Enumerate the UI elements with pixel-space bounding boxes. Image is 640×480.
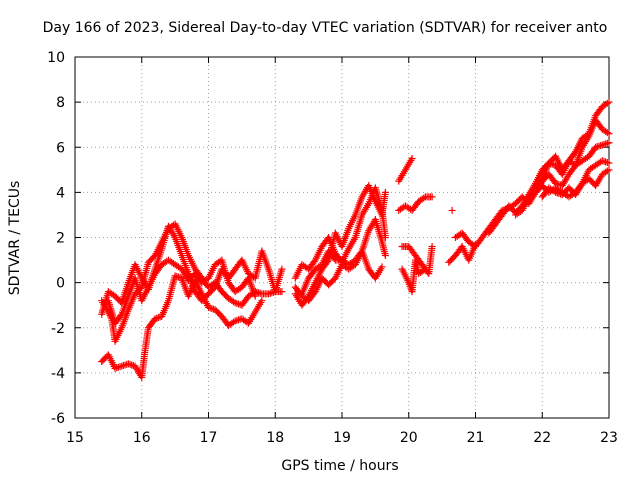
x-axis-label: GPS time / hours xyxy=(281,458,398,474)
data-point xyxy=(603,129,611,137)
x-tick-label: 15 xyxy=(66,430,84,446)
x-tick-labels: 15 16 17 18 19 20 21 22 23 xyxy=(66,430,618,446)
series-s18 xyxy=(525,116,613,205)
y-tick-label: 10 xyxy=(47,50,65,66)
y-tick-label: -4 xyxy=(51,366,65,382)
data-point xyxy=(420,266,428,274)
data-point xyxy=(117,312,125,320)
y-tick-label: -6 xyxy=(51,411,65,427)
data-point xyxy=(428,193,436,201)
series-s10 xyxy=(395,193,436,214)
series-s19 xyxy=(538,157,613,201)
x-tick-label: 18 xyxy=(266,430,284,446)
data-point xyxy=(605,98,613,106)
x-tick-label: 21 xyxy=(467,430,485,446)
x-tick-label: 17 xyxy=(200,430,218,446)
series-s12 xyxy=(398,256,429,296)
data-point xyxy=(378,263,386,271)
data-point xyxy=(408,155,416,163)
x-tick-label: 23 xyxy=(600,430,618,446)
chart-title: Day 166 of 2023, Sidereal Day-to-day VTE… xyxy=(43,20,608,36)
series-s1 xyxy=(98,272,266,381)
data-point xyxy=(278,265,286,273)
y-tick-label: 4 xyxy=(56,185,65,201)
y-tick-label: -2 xyxy=(51,321,65,337)
data-point xyxy=(605,130,613,138)
y-tick-labels: -6 -4 -2 0 2 4 6 8 10 xyxy=(47,50,65,427)
data-point xyxy=(550,187,558,195)
x-tick-label: 16 xyxy=(133,430,151,446)
data-point xyxy=(230,298,238,306)
series-s4 xyxy=(104,256,259,327)
series-s9 xyxy=(395,155,416,185)
series-s15 xyxy=(451,166,613,251)
data-marks xyxy=(98,98,613,381)
data-point xyxy=(278,288,286,296)
grid xyxy=(75,57,609,418)
data-point xyxy=(381,188,389,196)
x-tick-label: 22 xyxy=(533,430,551,446)
y-tick-label: 0 xyxy=(56,276,65,292)
data-point xyxy=(258,297,266,305)
y-tick-label: 2 xyxy=(56,231,65,247)
series-s3 xyxy=(98,222,286,318)
data-point xyxy=(605,139,613,147)
data-point xyxy=(603,167,611,175)
y-tick-label: 6 xyxy=(56,140,65,156)
data-point xyxy=(428,243,436,251)
x-tick-label: 19 xyxy=(333,430,351,446)
data-point xyxy=(605,159,613,167)
data-point xyxy=(448,206,456,214)
data-point xyxy=(381,252,389,260)
data-point xyxy=(230,318,238,326)
data-point xyxy=(603,99,611,107)
data-point xyxy=(251,292,259,300)
x-tick-label: 20 xyxy=(400,430,418,446)
y-tick-label: 8 xyxy=(56,95,65,111)
data-point xyxy=(421,265,429,273)
series-s7 xyxy=(291,182,389,309)
data-point xyxy=(420,194,428,202)
series-s13 xyxy=(448,206,456,214)
series-s5 xyxy=(291,184,389,282)
y-axis-label: SDTVAR / TECUs xyxy=(7,181,23,296)
series-s8 xyxy=(298,247,386,298)
data-point xyxy=(605,166,613,174)
